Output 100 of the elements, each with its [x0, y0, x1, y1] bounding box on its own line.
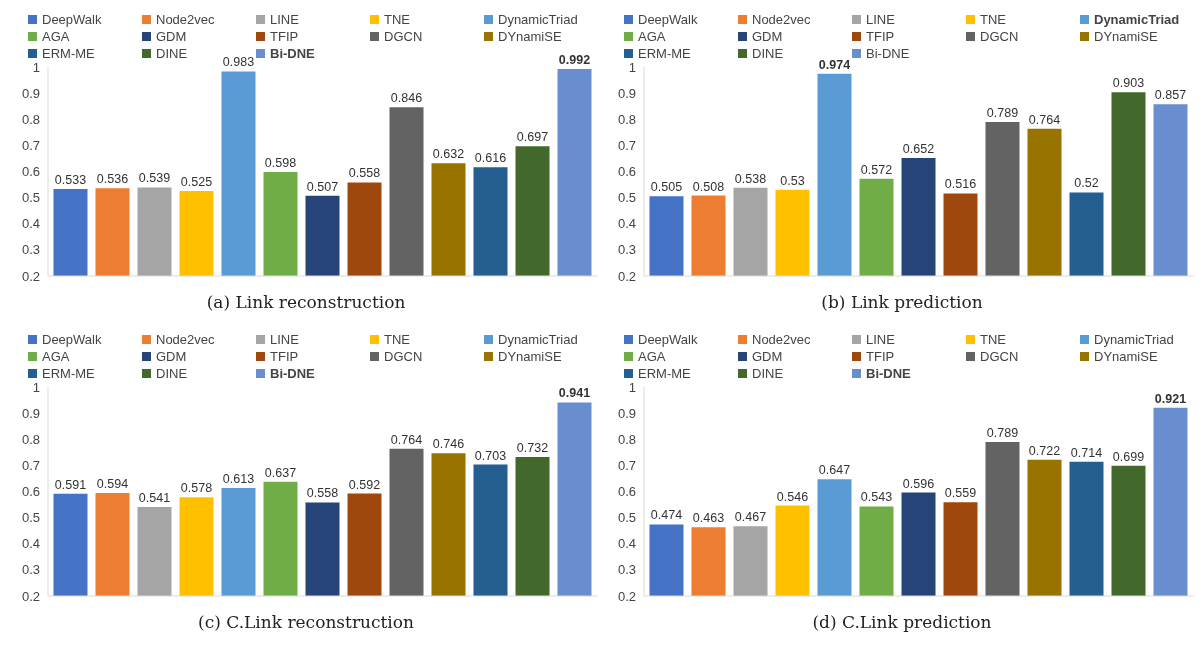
- legend-label: LINE: [866, 332, 895, 347]
- legend-label: DGCN: [980, 349, 1019, 364]
- y-tick-label: 0.5: [21, 190, 40, 206]
- y-tick-label: 0.3: [21, 242, 40, 258]
- legend-label: TNE: [384, 12, 410, 27]
- data-label: 0.647: [818, 463, 851, 478]
- y-tick-label: 0.4: [21, 536, 40, 552]
- data-label: 0.594: [96, 477, 129, 492]
- legend-label: Bi-DNE: [866, 366, 911, 381]
- y-tick-label: 0.9: [617, 405, 636, 421]
- data-label: 0.525: [180, 175, 213, 190]
- data-label: 0.539: [138, 171, 171, 186]
- legend-label: DeepWalk: [42, 12, 102, 27]
- y-tick-label: 0.9: [21, 85, 40, 101]
- legend-label: ERM-ME: [42, 366, 95, 381]
- legend-label: Node2vec: [752, 332, 811, 347]
- legend-label: AGA: [638, 349, 666, 364]
- legend-label: TNE: [980, 12, 1006, 27]
- y-tick-label: 0.5: [21, 510, 40, 526]
- legend-label: DYnamiSE: [498, 29, 562, 44]
- data-label: 0.558: [348, 166, 381, 181]
- data-label: 0.533: [54, 173, 87, 187]
- legend-label: ERM-ME: [638, 366, 691, 381]
- legend-label: DINE: [156, 366, 188, 381]
- data-label: 0.541: [138, 490, 171, 505]
- legend-label: DINE: [752, 46, 784, 61]
- legend-label: Node2vec: [156, 12, 215, 27]
- data-label: 0.941: [558, 386, 591, 401]
- data-label: 0.578: [180, 481, 213, 496]
- legend-label: DeepWalk: [638, 12, 698, 27]
- data-label: 0.591: [54, 477, 87, 492]
- data-label: 0.789: [986, 106, 1019, 121]
- x-axis-title: (a) Link reconstruction: [206, 292, 406, 312]
- y-tick-label: 1: [32, 59, 40, 75]
- y-tick-label: 0.9: [21, 405, 40, 421]
- data-label: 0.596: [902, 476, 935, 491]
- data-label: 0.516: [944, 177, 977, 192]
- data-label: 0.764: [1028, 112, 1061, 127]
- y-tick-label: 0.2: [21, 268, 40, 284]
- legend-label: TFIP: [866, 29, 895, 44]
- legend-label: TFIP: [270, 349, 299, 364]
- y-tick-label: 0.7: [617, 457, 636, 473]
- legend-label: AGA: [638, 29, 666, 44]
- data-label: 0.543: [860, 490, 893, 505]
- y-tick-label: 0.3: [617, 242, 636, 258]
- y-tick-label: 0.6: [21, 484, 40, 500]
- y-tick-label: 0.8: [617, 431, 636, 447]
- y-tick-label: 0.4: [617, 536, 636, 552]
- legend-label: DGCN: [384, 29, 423, 44]
- legend-label: TFIP: [866, 349, 895, 364]
- legend-label: ERM-ME: [638, 46, 691, 61]
- legend-label: Bi-DNE: [270, 46, 315, 61]
- data-label: 0.507: [306, 179, 339, 194]
- legend-label: DynamicTriad: [498, 332, 578, 347]
- y-tick-label: 0.4: [617, 216, 636, 232]
- legend-label: DYnamiSE: [1094, 349, 1158, 364]
- legend-label: TNE: [980, 332, 1006, 347]
- data-label: 0.857: [1154, 88, 1187, 103]
- legend-label: AGA: [42, 29, 70, 44]
- legend-label: GDM: [156, 29, 187, 44]
- data-label: 0.714: [1070, 445, 1103, 460]
- legend-label: DeepWalk: [42, 332, 102, 347]
- data-label: 0.974: [818, 57, 851, 72]
- y-tick-label: 0.2: [21, 588, 40, 604]
- legend-label: DeepWalk: [638, 332, 698, 347]
- data-label: 0.921: [1154, 391, 1187, 406]
- data-label: 0.546: [776, 489, 809, 504]
- data-label: 0.538: [734, 171, 767, 186]
- data-label: 0.558: [306, 486, 339, 501]
- y-tick-label: 0.2: [617, 268, 636, 284]
- y-tick-label: 0.6: [617, 164, 636, 180]
- legend-label: Bi-DNE: [866, 46, 910, 61]
- legend-label: DynamicTriad: [498, 12, 578, 27]
- y-tick-label: 1: [628, 59, 636, 75]
- y-tick-label: 0.6: [21, 164, 40, 180]
- legend-label: DGCN: [980, 29, 1019, 44]
- legend-label: DYnamiSE: [1094, 29, 1158, 44]
- legend-label: GDM: [752, 29, 783, 44]
- data-label: 0.505: [650, 180, 683, 195]
- legend-label: LINE: [866, 12, 895, 27]
- data-label: 0.536: [96, 172, 129, 187]
- y-tick-label: 0.7: [21, 457, 40, 473]
- y-tick-label: 0.6: [617, 484, 636, 500]
- y-tick-label: 0.8: [21, 431, 40, 447]
- data-label: 0.632: [432, 147, 465, 162]
- legend-label: TNE: [384, 332, 410, 347]
- data-label: 0.52: [1074, 176, 1099, 191]
- data-label: 0.613: [222, 472, 255, 487]
- x-axis-title: (d) C.Link prediction: [812, 612, 992, 632]
- data-label: 0.652: [902, 141, 935, 156]
- legend-label: GDM: [752, 349, 783, 364]
- y-tick-label: 0.3: [617, 562, 636, 578]
- legend-label: DINE: [752, 366, 784, 381]
- data-label: 0.846: [390, 91, 423, 106]
- data-label: 0.572: [860, 162, 893, 177]
- legend-label: DynamicTriad: [1094, 12, 1180, 27]
- data-label: 0.722: [1028, 443, 1061, 458]
- data-label: 0.592: [348, 477, 381, 492]
- data-label: 0.616: [474, 151, 507, 166]
- data-label: 0.699: [1112, 449, 1145, 464]
